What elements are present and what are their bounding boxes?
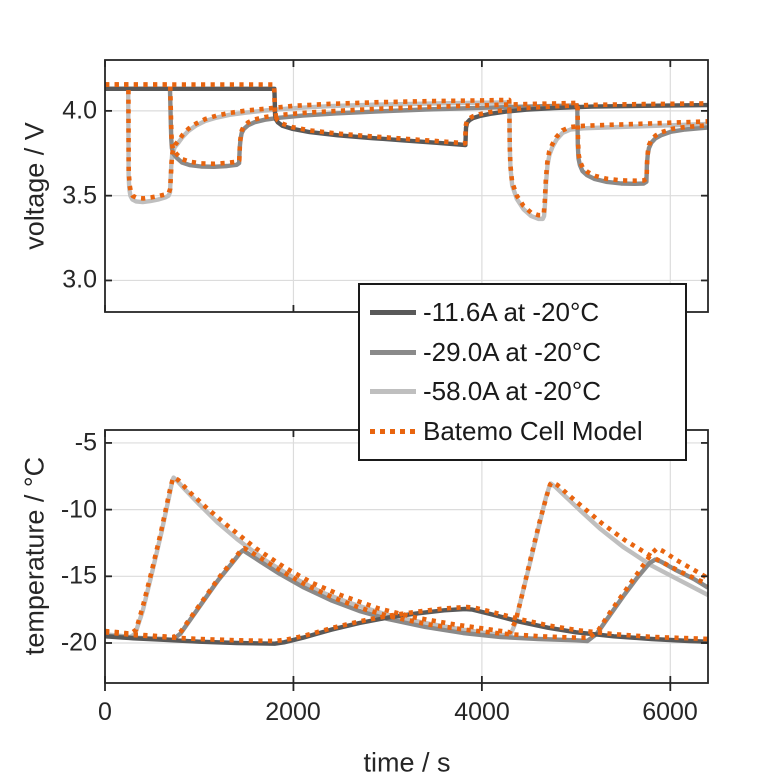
series-model-29-0a xyxy=(104,546,709,640)
series--29-0a-at-20c-measurement xyxy=(104,548,709,644)
x-tick-label: 0 xyxy=(98,698,112,726)
series-model-29-0a xyxy=(105,82,709,183)
y-tick-label: -15 xyxy=(60,561,97,590)
legend-label: -29.0A at -20°C xyxy=(423,336,602,367)
legend-item-batemo-model: Batemo Cell Model xyxy=(370,416,679,447)
axes-border xyxy=(104,59,709,313)
legend-item-29-0A: -29.0A at -20°C xyxy=(370,337,679,368)
temperature-axis-label: temperature / °C xyxy=(19,456,50,656)
x-tick-label: 4000 xyxy=(454,698,510,726)
y-tick-label: -10 xyxy=(60,495,97,524)
series-model-11-6a xyxy=(105,82,709,146)
y-tick-label: 3.5 xyxy=(62,181,97,210)
series--29-0a-at-20c-measurement xyxy=(105,86,709,186)
y-tick-label: -20 xyxy=(60,628,97,657)
series-model-58-0a xyxy=(104,475,709,636)
legend: -11.6A at -20°C -29.0A at -20°C -58.0A a… xyxy=(358,283,687,461)
y-tick-label: 3.0 xyxy=(62,265,97,294)
legend-item-11-6A: -11.6A at -20°C xyxy=(370,297,679,328)
legend-item-58-0A: -58.0A at -20°C xyxy=(370,376,679,407)
y-tick-label: 4.0 xyxy=(62,96,97,125)
legend-label: -58.0A at -20°C xyxy=(423,376,602,407)
legend-swatch-light-gray-line xyxy=(370,389,416,395)
legend-swatch-dark-gray-line xyxy=(370,310,416,316)
series--11-6a-at-20c-measurement xyxy=(105,86,709,148)
series-model-11-6a xyxy=(104,604,709,644)
legend-swatch-medium-gray-line xyxy=(370,349,416,355)
axes-border xyxy=(104,429,709,684)
time-axis-label: time / s xyxy=(363,747,451,778)
legend-label: Batemo Cell Model xyxy=(423,415,643,446)
legend-label: -11.6A at -20°C xyxy=(423,297,600,328)
x-tick-label: 6000 xyxy=(642,698,698,726)
x-tick-label: 2000 xyxy=(265,698,321,726)
legend-swatch-orange-dotted-line xyxy=(370,428,416,434)
y-tick-label: -5 xyxy=(74,428,97,457)
